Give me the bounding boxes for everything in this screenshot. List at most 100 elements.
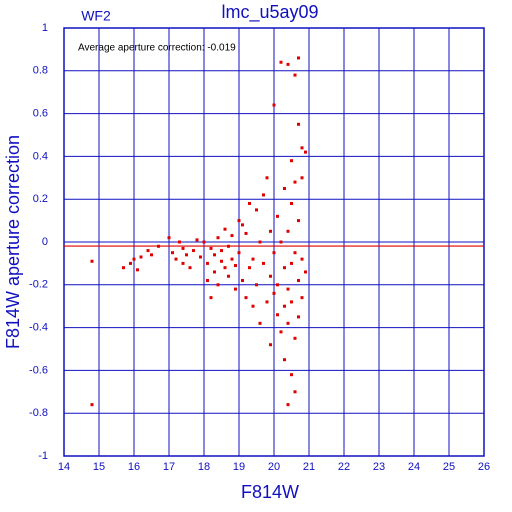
point: [297, 56, 300, 60]
point: [206, 261, 209, 265]
x-tick-label: 22: [338, 461, 350, 473]
point: [251, 304, 255, 308]
point: [300, 176, 304, 180]
point: [300, 146, 304, 150]
point: [297, 122, 300, 126]
point: [223, 227, 227, 231]
point: [234, 287, 237, 291]
point: [136, 268, 139, 272]
y-tick-label: 0.2: [33, 193, 48, 205]
point: [276, 214, 279, 218]
point: [230, 257, 234, 261]
point: [286, 321, 290, 325]
point: [283, 358, 286, 362]
y-tick-label: 0.8: [33, 65, 48, 77]
point: [304, 150, 307, 154]
y-tick-label: 0: [42, 236, 48, 248]
point: [241, 223, 244, 227]
point: [272, 103, 276, 107]
y-tick-label: -1: [38, 450, 48, 462]
point: [129, 261, 132, 265]
point: [216, 236, 220, 240]
point: [279, 240, 283, 244]
x-tick-label: 14: [58, 461, 70, 473]
point: [304, 270, 307, 274]
point: [286, 62, 290, 66]
point: [174, 257, 178, 261]
point: [192, 249, 195, 253]
x-tick-label: 18: [198, 461, 210, 473]
y-tick-label: -0.2: [29, 279, 48, 291]
point: [220, 249, 223, 253]
y-tick-label: -0.8: [29, 407, 48, 419]
annotation: Average aperture correction: -0.019: [78, 43, 236, 54]
point: [269, 274, 272, 278]
point: [265, 300, 269, 304]
point: [272, 251, 276, 255]
point: [265, 176, 269, 180]
point: [258, 240, 262, 244]
x-tick-label: 21: [303, 461, 315, 473]
point: [157, 244, 160, 248]
point: [185, 253, 188, 257]
point: [290, 300, 293, 304]
point: [293, 390, 297, 394]
point: [300, 257, 304, 261]
point: [269, 229, 272, 233]
x-tick-label: 17: [163, 461, 175, 473]
point: [244, 296, 248, 300]
point: [237, 251, 241, 255]
point: [237, 219, 241, 223]
point: [286, 403, 290, 407]
point: [283, 304, 286, 308]
point: [276, 283, 279, 287]
point: [227, 244, 230, 248]
chart-title: lmc_u5ay09: [221, 2, 318, 23]
point: [188, 266, 192, 270]
point: [171, 251, 174, 255]
point: [248, 266, 251, 270]
point: [132, 257, 136, 261]
point: [293, 73, 297, 77]
point: [181, 261, 185, 265]
point: [213, 270, 216, 274]
point: [293, 180, 297, 184]
point: [290, 373, 293, 377]
point: [297, 219, 300, 223]
point: [227, 274, 230, 278]
point: [297, 279, 300, 283]
point: [209, 246, 213, 250]
point: [244, 231, 248, 235]
x-tick-label: 25: [443, 461, 455, 473]
point: [283, 187, 286, 190]
point: [90, 259, 94, 263]
point: [216, 283, 220, 287]
point: [269, 343, 272, 347]
x-tick-label: 24: [408, 461, 420, 473]
x-tick-label: 19: [233, 461, 245, 473]
point: [248, 201, 251, 205]
y-tick-label: -0.4: [29, 322, 48, 334]
point: [181, 246, 185, 250]
point: [139, 255, 143, 259]
point: [293, 336, 297, 340]
point: [276, 313, 279, 317]
point: [262, 193, 265, 197]
point: [167, 236, 171, 240]
point: [258, 321, 262, 325]
point: [90, 403, 94, 407]
y-tick-label: 0.6: [33, 108, 48, 120]
point: [230, 234, 234, 238]
point: [290, 261, 293, 265]
chart-subtitle: WF2: [81, 8, 111, 24]
x-tick-label: 23: [373, 461, 385, 473]
point: [234, 264, 237, 268]
point: [178, 240, 181, 244]
point: [223, 266, 227, 270]
point: [202, 240, 206, 244]
y-tick-label: 1: [42, 22, 48, 34]
point: [199, 255, 202, 259]
point: [251, 257, 255, 261]
point: [290, 159, 293, 163]
